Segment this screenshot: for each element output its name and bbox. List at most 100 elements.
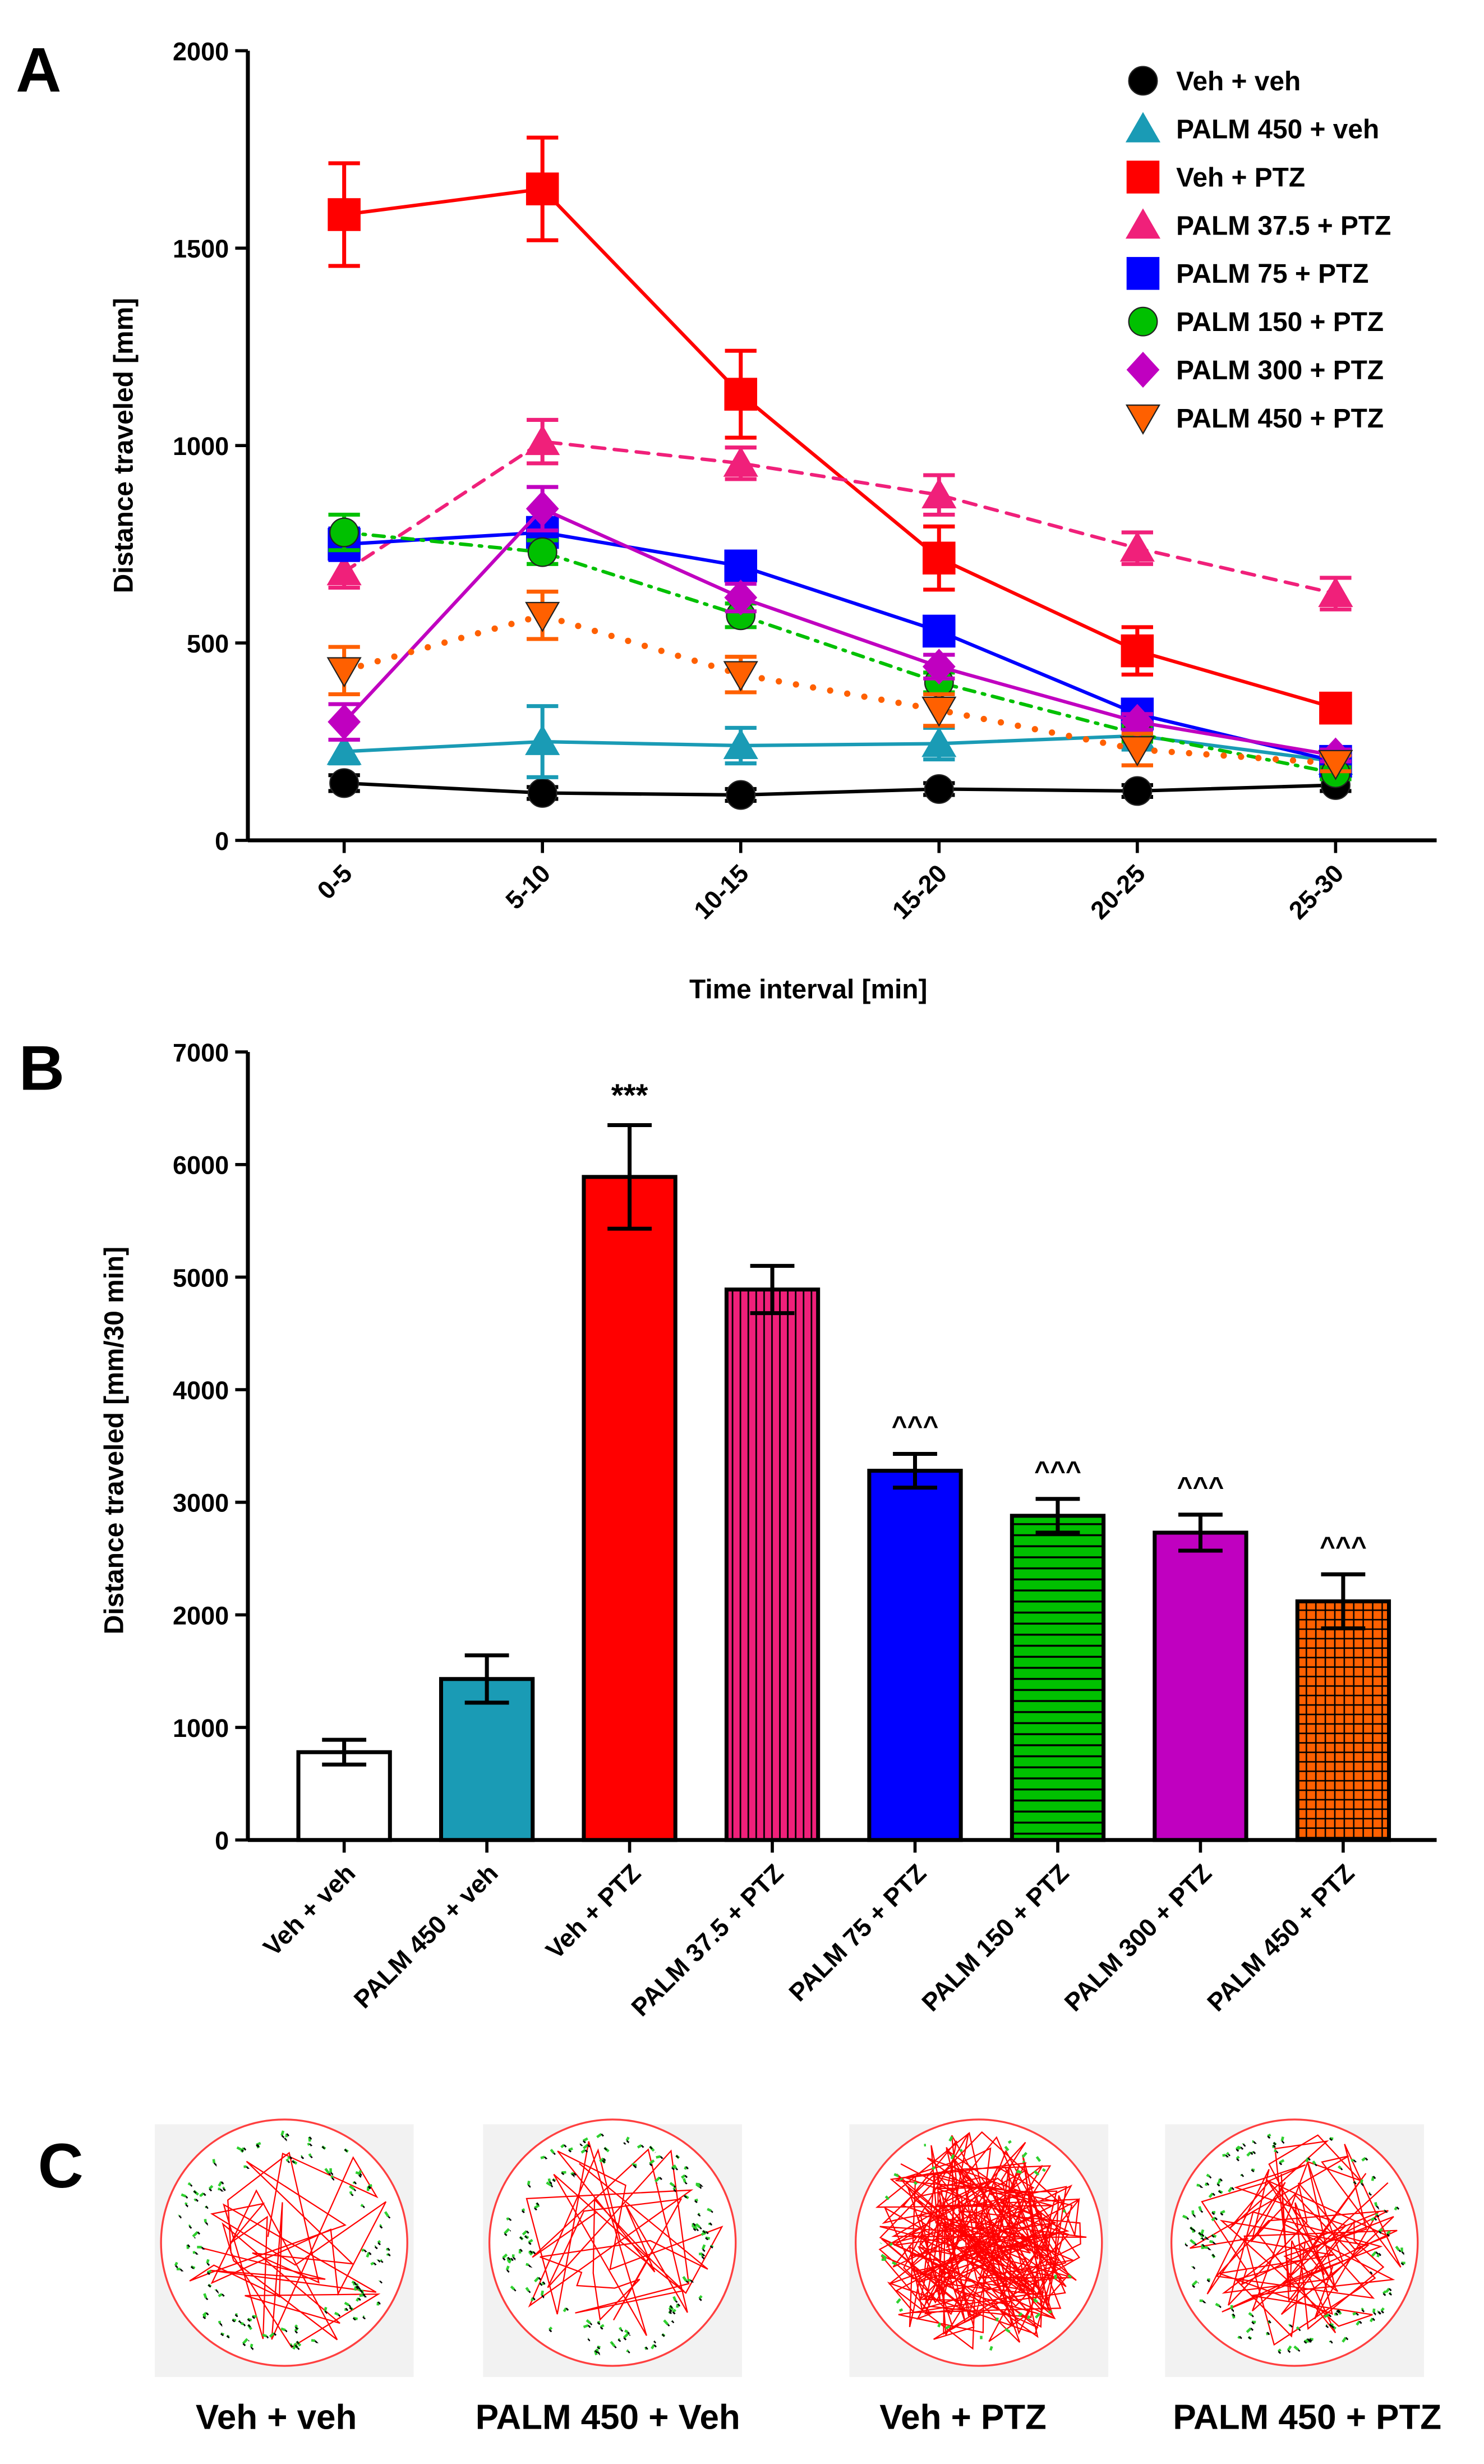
data-point bbox=[1318, 576, 1353, 608]
data-point bbox=[921, 478, 957, 509]
legend-marker bbox=[1126, 352, 1160, 388]
y-tick-label: 1000 bbox=[173, 432, 229, 461]
track-path bbox=[1190, 2134, 1402, 2346]
data-point bbox=[724, 580, 758, 616]
data-point bbox=[326, 734, 362, 765]
bar bbox=[1010, 1514, 1106, 1842]
line-chart-a: 0 500 1000 1500 2000 0-5 5-10 10-15 15-20 20-25 25… bbox=[109, 37, 1437, 1004]
x-tick-label: 10-15 bbox=[688, 859, 754, 925]
series-line bbox=[342, 439, 1338, 596]
x-tick-label: PALM 150 + PTZ bbox=[916, 1859, 1074, 2017]
track-path-black bbox=[1184, 2135, 1407, 2354]
legend-marker bbox=[1125, 404, 1161, 435]
error-bar bbox=[1178, 1513, 1223, 1553]
legend-label: PALM 37.5 + PTZ bbox=[1176, 211, 1391, 241]
significance-label: ^^^ bbox=[892, 1412, 939, 1441]
y-tick-label: 4000 bbox=[173, 1376, 229, 1405]
x-tick-label: PALM 450 + PTZ bbox=[1201, 1859, 1359, 2017]
data-point bbox=[329, 768, 360, 798]
series-line bbox=[342, 530, 1338, 775]
legend-label: PALM 450 + PTZ bbox=[1176, 404, 1384, 434]
data-point bbox=[924, 774, 954, 804]
panel-label-a: A bbox=[16, 35, 61, 105]
y-tick-label: 500 bbox=[187, 629, 229, 658]
bar bbox=[724, 1287, 821, 1842]
y-tick-label: 7000 bbox=[173, 1038, 229, 1067]
error-bar bbox=[607, 1123, 652, 1231]
data-point bbox=[1319, 691, 1352, 725]
track-image: PALM 450 + PTZ bbox=[1165, 2118, 1441, 2437]
error-bar bbox=[1321, 1572, 1366, 1631]
data-point bbox=[526, 172, 559, 206]
error-bar bbox=[322, 1737, 367, 1767]
data-point bbox=[922, 649, 956, 685]
track-label: PALM 450 + Veh bbox=[476, 2398, 740, 2437]
y-tick-label: 1500 bbox=[173, 235, 229, 263]
y-tick-label: 1000 bbox=[173, 1714, 229, 1743]
legend-marker bbox=[1125, 112, 1161, 142]
series-line bbox=[342, 530, 1338, 764]
y-axis-title: Distance traveled [mm/30 min] bbox=[100, 1247, 130, 1634]
data-point bbox=[1119, 531, 1155, 562]
track-path-green bbox=[502, 2132, 714, 2356]
data-point bbox=[723, 446, 758, 477]
legend-label: PALM 75 + PTZ bbox=[1176, 259, 1368, 289]
data-point bbox=[326, 657, 362, 688]
panel-label-b: B bbox=[19, 1033, 64, 1104]
track-path-green bbox=[879, 2136, 1072, 2351]
x-axis-title: Time interval [min] bbox=[689, 974, 927, 1004]
data-point bbox=[525, 724, 560, 755]
track-image: Veh + PTZ bbox=[849, 2118, 1109, 2437]
data-point bbox=[921, 696, 957, 727]
bar-chart-b: 0 1000 2000 3000 4000 5000 6000 7000 Distance tr… bbox=[100, 1038, 1437, 2022]
x-tick-label: Veh + veh bbox=[257, 1859, 361, 1962]
series-line bbox=[342, 187, 1338, 710]
data-point bbox=[723, 661, 758, 692]
track-path bbox=[189, 2152, 387, 2348]
track-image: Veh + veh bbox=[154, 2118, 414, 2437]
legend-marker bbox=[1128, 66, 1158, 96]
legend-label: PALM 300 + PTZ bbox=[1176, 356, 1384, 385]
significance-label: ^^^ bbox=[1320, 1532, 1367, 1561]
significance-label: *** bbox=[611, 1078, 648, 1113]
track-path bbox=[875, 2131, 1087, 2350]
legend-marker bbox=[1126, 257, 1160, 290]
x-tick-label: PALM 75 + PTZ bbox=[784, 1859, 932, 2007]
y-tick-label: 2000 bbox=[173, 37, 229, 66]
track-label: Veh + veh bbox=[196, 2398, 357, 2437]
x-tick-label: PALM 37.5 + PTZ bbox=[626, 1859, 789, 2022]
series-1: PALM 450 + veh bbox=[326, 112, 1379, 779]
track-path-black bbox=[502, 2133, 715, 2357]
y-tick-label: 0 bbox=[215, 1827, 229, 1855]
data-point bbox=[1122, 776, 1153, 806]
data-point bbox=[724, 378, 758, 411]
y-tick-label: 0 bbox=[215, 827, 229, 856]
legend-marker bbox=[1126, 160, 1160, 194]
x-tick-label: 5-10 bbox=[500, 859, 556, 915]
track-label: PALM 450 + PTZ bbox=[1173, 2398, 1441, 2437]
data-point bbox=[525, 601, 560, 632]
data-point bbox=[1119, 736, 1155, 767]
legend-label: Veh + PTZ bbox=[1176, 163, 1305, 193]
data-point bbox=[328, 704, 361, 740]
y-axis-title: Distance traveled [mm] bbox=[109, 298, 139, 593]
x-tick-label: PALM 450 + veh bbox=[348, 1859, 504, 2014]
arena-outline bbox=[488, 2118, 737, 2367]
data-point bbox=[1318, 750, 1353, 780]
legend-label: PALM 150 + PTZ bbox=[1176, 307, 1384, 337]
track-path bbox=[526, 2141, 723, 2336]
track-path-black bbox=[174, 2132, 391, 2351]
x-tick-label: 20-25 bbox=[1085, 859, 1150, 925]
legend-label: PALM 450 + veh bbox=[1176, 115, 1379, 145]
bar bbox=[439, 1677, 535, 1842]
data-point bbox=[326, 555, 362, 586]
y-tick-label: 6000 bbox=[173, 1151, 229, 1180]
series-2: Veh + PTZ bbox=[328, 135, 1352, 725]
bar bbox=[1153, 1530, 1248, 1842]
legend-label: Veh + veh bbox=[1176, 67, 1301, 96]
track-path-green bbox=[174, 2130, 390, 2350]
series-6: PALM 300 + PTZ bbox=[328, 352, 1384, 774]
data-point bbox=[723, 728, 758, 759]
error-bar bbox=[464, 1653, 509, 1705]
